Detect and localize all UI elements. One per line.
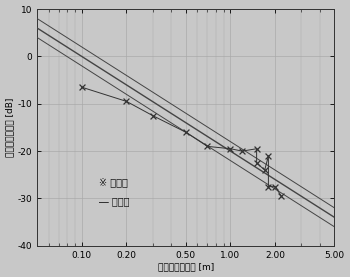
Point [254, 147, 259, 151]
Point [272, 184, 278, 189]
Text: ― 理論値: ― 理論値 [99, 196, 129, 206]
Y-axis label: 相対音圧レベル [dB]: 相対音圧レベル [dB] [6, 98, 15, 157]
X-axis label: 音源からの距離 [m]: 音源からの距離 [m] [158, 262, 214, 271]
Point [124, 99, 129, 104]
Text: ※ 実測値: ※ 実測値 [99, 177, 127, 187]
Point [254, 161, 259, 165]
Point [266, 154, 271, 158]
Point [205, 144, 210, 148]
Point [183, 130, 188, 134]
Point [262, 168, 267, 172]
Point [266, 184, 271, 189]
Point [79, 85, 84, 89]
Point [279, 194, 284, 198]
Point [228, 147, 233, 151]
Point [150, 113, 155, 118]
Point [239, 149, 245, 153]
